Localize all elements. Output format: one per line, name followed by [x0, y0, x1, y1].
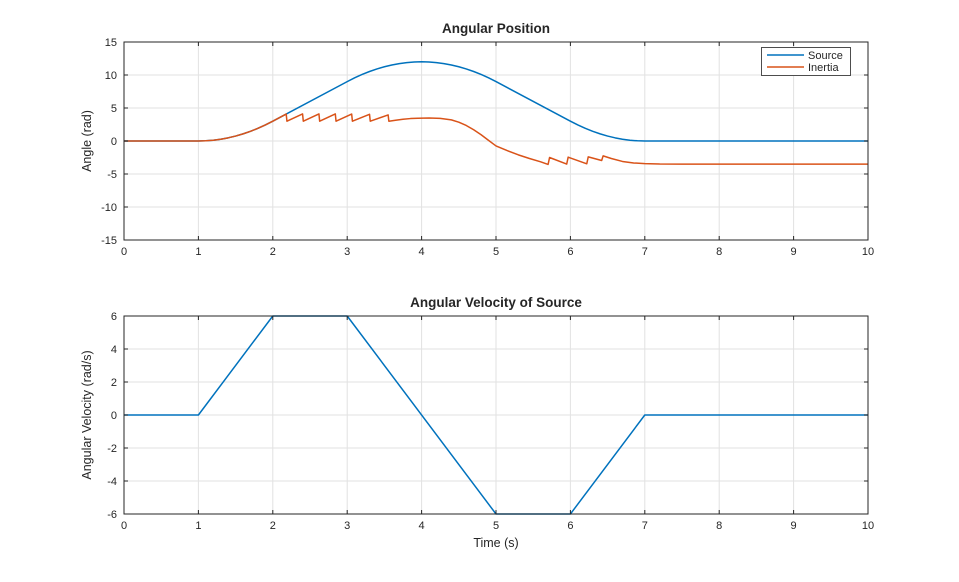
x-tick-label: 9 [791, 246, 797, 258]
y-tick-label: 4 [111, 344, 117, 356]
x-tick-label: 3 [344, 246, 350, 258]
chart-title: Angular Velocity of Source [410, 295, 582, 310]
x-tick-label: 1 [195, 246, 201, 258]
y-tick-label: 2 [111, 377, 117, 389]
x-tick-label: 1 [195, 520, 201, 532]
chart-title: Angular Position [442, 21, 550, 36]
y-tick-label: -4 [107, 476, 117, 488]
x-tick-label: 10 [862, 246, 874, 258]
x-tick-label: 4 [419, 520, 425, 532]
y-tick-label: 0 [111, 410, 117, 422]
series-line-inertia [124, 113, 868, 166]
y-axis-label: Angle (rad) [80, 110, 94, 172]
y-axis-label: Angular Velocity (rad/s) [80, 350, 94, 479]
y-tick-label: 0 [111, 136, 117, 148]
y-tick-label: 15 [105, 37, 117, 49]
legend-label-source: Source [808, 50, 843, 62]
x-tick-label: 6 [567, 520, 573, 532]
legend-box [761, 47, 851, 76]
chart-angular-position: 0 1 2 3 4 5 6 7 8 9 10 -15 -10 -5 0 5 10 15 Angular Positi… [80, 21, 874, 258]
x-tick-label: 3 [344, 520, 350, 532]
y-tick-label: 6 [111, 311, 117, 323]
x-tick-label: 0 [121, 520, 127, 532]
x-tick-label: 5 [493, 246, 499, 258]
y-tick-label: -5 [107, 169, 117, 181]
y-tick-label: 5 [111, 103, 117, 115]
y-tick-label: 10 [105, 70, 117, 82]
x-tick-label: 5 [493, 520, 499, 532]
x-tick-label: 9 [791, 520, 797, 532]
y-tick-label: -2 [107, 443, 117, 455]
x-axis-label: Time (s) [473, 536, 518, 550]
x-tick-label: 4 [419, 246, 425, 258]
x-tick-label: 8 [716, 520, 722, 532]
x-tick-label: 6 [567, 246, 573, 258]
series-line-source [124, 315, 868, 515]
x-tick-label: 0 [121, 246, 127, 258]
y-tick-label: -10 [101, 202, 117, 214]
x-tick-label: 2 [270, 520, 276, 532]
x-tick-label: 7 [642, 520, 648, 532]
legend-label-inertia: Inertia [808, 62, 839, 74]
x-tick-label: 10 [862, 520, 874, 532]
x-tick-label: 7 [642, 246, 648, 258]
x-tick-label: 8 [716, 246, 722, 258]
x-tick-label: 2 [270, 246, 276, 258]
y-tick-label: -15 [101, 235, 117, 247]
y-tick-label: -6 [107, 509, 117, 521]
chart-angular-velocity-of-source: 0 1 2 3 4 5 6 7 8 9 10 -6 -4 -2 0 2 4 6 Angular Velocity o… [80, 295, 874, 550]
